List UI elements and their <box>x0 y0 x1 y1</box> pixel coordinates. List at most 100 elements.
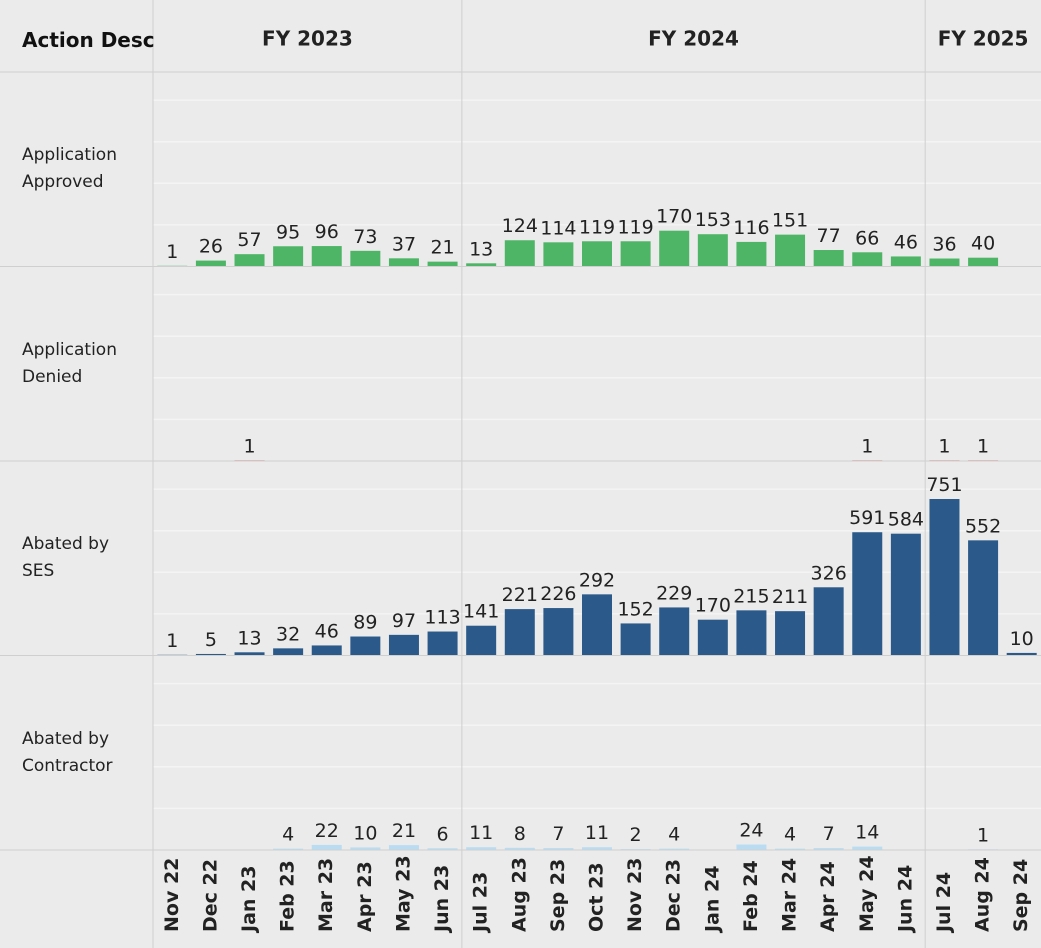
data-label: 170 <box>656 206 692 228</box>
bar <box>659 230 690 266</box>
data-label: 37 <box>392 233 416 255</box>
row-label: Abated by SES <box>22 534 110 581</box>
bar <box>466 847 497 850</box>
data-label: 21 <box>392 820 416 842</box>
bar <box>813 848 844 850</box>
x-tick-label: Nov 23 <box>624 858 646 932</box>
x-tick-label: Apr 23 <box>354 861 376 932</box>
bar <box>311 645 342 655</box>
data-label: 97 <box>392 610 416 632</box>
data-label: 22 <box>315 820 339 842</box>
data-label: 1 <box>938 435 950 457</box>
data-label: 40 <box>971 233 995 255</box>
x-tick-label: Sep 23 <box>547 859 569 932</box>
data-label: 11 <box>469 822 493 844</box>
bar <box>350 250 381 266</box>
x-tick-label: Jul 24 <box>933 872 955 934</box>
bar <box>273 246 304 266</box>
x-tick-label: Oct 23 <box>586 862 608 932</box>
bar <box>273 848 304 850</box>
x-tick-label: Mar 23 <box>315 858 337 932</box>
bar <box>543 608 574 655</box>
bar <box>350 847 381 850</box>
data-label: 77 <box>817 225 841 247</box>
bar <box>775 848 806 850</box>
bar <box>234 254 265 266</box>
bar <box>504 240 535 266</box>
bar <box>852 252 883 266</box>
bar <box>388 634 419 655</box>
x-tick-label: Jan 23 <box>238 866 260 934</box>
year-header: FY 2023 <box>262 27 353 51</box>
x-tick-label: Aug 23 <box>508 857 530 932</box>
data-label: 1 <box>166 241 178 263</box>
bar <box>311 844 342 850</box>
bar <box>736 844 767 850</box>
data-label: 24 <box>739 820 763 842</box>
bar <box>890 256 921 266</box>
bar <box>736 610 767 655</box>
data-label: 7 <box>552 823 564 845</box>
bar <box>195 653 226 655</box>
bar <box>1006 652 1037 655</box>
bar <box>890 533 921 655</box>
data-label: 10 <box>1010 628 1034 650</box>
data-label: 95 <box>276 221 300 243</box>
bar <box>620 623 651 655</box>
bar <box>543 848 574 850</box>
bar <box>775 234 806 266</box>
data-label: 591 <box>849 507 885 529</box>
data-label: 114 <box>540 217 576 239</box>
bar <box>968 257 999 266</box>
data-label: 1 <box>243 435 255 457</box>
bar <box>427 848 458 850</box>
bar <box>968 540 999 655</box>
data-label: 46 <box>315 620 339 642</box>
data-label: 170 <box>695 595 731 617</box>
x-tick-label: Dec 23 <box>663 859 685 932</box>
year-header: FY 2025 <box>938 27 1029 51</box>
data-label: 1 <box>166 630 178 652</box>
data-label: 57 <box>237 229 261 251</box>
year-header: FY 2024 <box>648 27 739 51</box>
data-label: 13 <box>469 238 493 260</box>
data-label: 152 <box>617 598 653 620</box>
bar <box>736 241 767 266</box>
data-label: 73 <box>353 226 377 248</box>
data-label: 4 <box>668 824 680 846</box>
data-label: 113 <box>424 607 460 629</box>
bar <box>311 246 342 266</box>
bar <box>195 260 226 266</box>
bar <box>697 234 728 266</box>
row-label: Abated by Contractor <box>22 728 113 776</box>
data-label: 116 <box>733 217 769 239</box>
bar <box>582 847 612 850</box>
bar <box>234 652 265 655</box>
data-label: 1 <box>977 435 989 457</box>
data-label: 211 <box>772 586 808 608</box>
x-tick-label: May 24 <box>856 855 878 932</box>
bar <box>504 847 535 850</box>
data-label: 552 <box>965 515 1001 537</box>
bar <box>929 258 960 266</box>
data-label: 36 <box>932 234 956 256</box>
bar <box>929 499 960 655</box>
x-tick-label: May 23 <box>392 855 414 932</box>
bar <box>466 625 497 655</box>
bar <box>697 619 728 655</box>
x-tick-label: Jan 24 <box>701 866 723 934</box>
data-label: 66 <box>855 227 879 249</box>
data-label: 8 <box>514 823 526 845</box>
x-tick-label: Feb 23 <box>277 860 299 932</box>
x-tick-label: Jun 23 <box>431 865 453 934</box>
data-label: 26 <box>199 236 223 258</box>
data-label: 584 <box>888 509 924 531</box>
bar <box>543 242 574 266</box>
bar <box>427 631 458 655</box>
data-label: 1 <box>861 435 873 457</box>
data-label: 124 <box>502 215 538 237</box>
x-tick-label: Dec 22 <box>199 859 221 932</box>
row-label: Application Denied <box>22 339 117 387</box>
data-label: 14 <box>855 822 879 844</box>
